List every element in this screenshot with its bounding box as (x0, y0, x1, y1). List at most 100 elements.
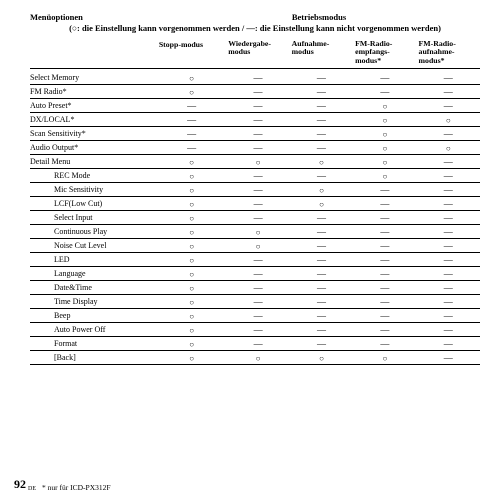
cell: — (290, 171, 353, 181)
cell: — (290, 101, 353, 111)
cell: — (417, 73, 480, 83)
cell: — (417, 185, 480, 195)
row-label: Continuous Play (30, 227, 157, 236)
cell: — (353, 283, 416, 293)
cell: — (417, 283, 480, 293)
cell: ○ (353, 129, 416, 139)
cell: — (353, 227, 416, 237)
cell: — (290, 255, 353, 265)
cell: — (290, 241, 353, 251)
cell: — (353, 199, 416, 209)
cell: — (353, 325, 416, 335)
row-label: Scan Sensitivity* (30, 129, 157, 138)
row-label: Time Display (30, 297, 157, 306)
table-row: Select Memory○———— (30, 71, 480, 85)
row-label: Format (30, 339, 157, 348)
cell: ○ (226, 353, 289, 363)
cell: — (290, 143, 353, 153)
cell: — (290, 297, 353, 307)
cell: ○ (157, 269, 226, 279)
cell: — (290, 87, 353, 97)
cell: ○ (157, 87, 226, 97)
cell: ○ (157, 185, 226, 195)
cell: — (353, 185, 416, 195)
table-row: FM Radio*○———— (30, 85, 480, 99)
cell: — (353, 213, 416, 223)
row-label: Detail Menu (30, 157, 157, 166)
row-label: Language (30, 269, 157, 278)
footer: 92DE * nur für ICD-PX312F (14, 477, 111, 492)
table-row: Mic Sensitivity○—○—— (30, 183, 480, 197)
cell: — (353, 73, 416, 83)
cell: ○ (290, 353, 353, 363)
cell: — (226, 115, 289, 125)
cell: — (290, 311, 353, 321)
header-subtitle: (○: die Einstellung kann vorgenommen wer… (30, 24, 480, 34)
cell: ○ (353, 101, 416, 111)
row-label: Auto Preset* (30, 101, 157, 110)
table-row: Beep○———— (30, 309, 480, 323)
cell: — (226, 171, 289, 181)
cell: ○ (157, 325, 226, 335)
col-header-0: Stopp-modus (157, 40, 226, 66)
row-label: Select Memory (30, 73, 157, 82)
cell: — (417, 101, 480, 111)
cell: — (417, 213, 480, 223)
cell: ○ (353, 143, 416, 153)
table-row: Audio Output*———○○ (30, 141, 480, 155)
cell: — (226, 255, 289, 265)
cell: — (226, 325, 289, 335)
table-row: REC Mode○——○— (30, 169, 480, 183)
cell: — (226, 213, 289, 223)
cell: ○ (157, 213, 226, 223)
cell: ○ (290, 185, 353, 195)
cell: ○ (157, 171, 226, 181)
row-label: Noise Cut Level (30, 241, 157, 250)
col-header-3: FM-Radio- empfangs- modus* (353, 40, 416, 66)
cell: ○ (157, 157, 226, 167)
cell: — (157, 129, 226, 139)
cell: — (417, 311, 480, 321)
row-label: Select Input (30, 213, 157, 222)
row-label: Mic Sensitivity (30, 185, 157, 194)
cell: — (290, 73, 353, 83)
cell: ○ (157, 283, 226, 293)
cell: — (290, 325, 353, 335)
cell: — (226, 269, 289, 279)
cell: ○ (157, 199, 226, 209)
header-right: Betriebsmodus (158, 12, 480, 22)
cell: ○ (226, 227, 289, 237)
row-label: LCF(Low Cut) (30, 199, 157, 208)
table-row: Auto Power Off○———— (30, 323, 480, 337)
table-row: Noise Cut Level○○——— (30, 239, 480, 253)
cell: — (226, 87, 289, 97)
table-row: LED○———— (30, 253, 480, 267)
cell: — (417, 353, 480, 363)
cell: — (353, 87, 416, 97)
cell: — (353, 339, 416, 349)
cell: — (290, 283, 353, 293)
cell: ○ (290, 157, 353, 167)
cell: — (290, 213, 353, 223)
cell: — (353, 255, 416, 265)
cell: — (226, 199, 289, 209)
cell: — (226, 283, 289, 293)
cell: — (290, 115, 353, 125)
column-headers: Stopp-modus Wiedergabe- modus Aufnahme- … (30, 40, 480, 70)
cell: ○ (226, 241, 289, 251)
cell: ○ (353, 353, 416, 363)
cell: — (226, 297, 289, 307)
cell: — (226, 129, 289, 139)
row-label: Date&Time (30, 283, 157, 292)
cell: — (417, 325, 480, 335)
cell: — (417, 157, 480, 167)
cell: — (290, 269, 353, 279)
table-row: Scan Sensitivity*———○— (30, 127, 480, 141)
row-label: REC Mode (30, 171, 157, 180)
footnote: * nur für ICD-PX312F (42, 483, 111, 492)
table-row: [Back]○○○○— (30, 351, 480, 365)
cell: — (157, 115, 226, 125)
cell: ○ (157, 227, 226, 237)
cell: — (417, 87, 480, 97)
cell: — (417, 269, 480, 279)
